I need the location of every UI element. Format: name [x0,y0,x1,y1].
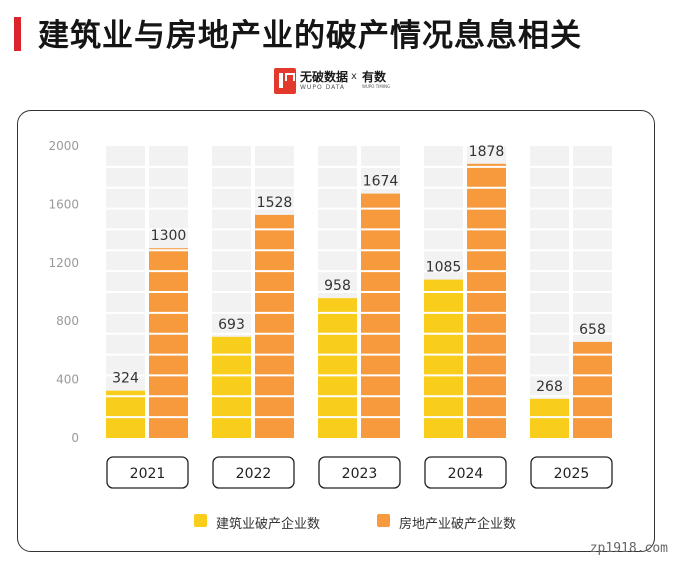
data-label: 693 [218,317,245,333]
y-tick-label: 2000 [48,139,79,153]
bar-real-estate [255,214,294,438]
data-label: 958 [324,278,351,294]
logo-separator: x [351,71,357,82]
legend-swatch-real-estate [377,514,390,527]
bar-construction [530,398,569,438]
data-label: 1085 [426,260,462,276]
category-label: 2021 [130,466,166,482]
category-pill [530,456,613,489]
logo-name-en: WUPO DATA [300,84,346,91]
bar-construction [318,298,357,438]
bar-construction [106,390,145,438]
category-label: 2025 [554,466,590,482]
title-accent-bar [14,17,21,51]
bar-construction [424,279,463,438]
y-tick-label: 1200 [48,256,79,270]
data-label: 1528 [257,195,293,211]
category-pill [424,456,507,489]
data-label: 658 [579,322,606,338]
category-label: 2022 [236,466,272,482]
bar-real-estate [149,248,188,438]
data-label: 1300 [151,228,187,244]
y-tick-label: 800 [56,314,79,328]
category-pill [106,456,189,489]
y-tick-label: 400 [56,373,79,387]
category-pill [318,456,401,489]
data-label: 1674 [363,174,399,190]
category-pill [212,456,295,489]
data-label: 268 [536,379,563,395]
partner-logo-en: WUPO TIMING [362,84,391,89]
data-label: 1878 [469,144,505,160]
partner-logo: 有数 [362,70,387,84]
wupo-logo-icon [274,68,296,94]
watermark: zp1918.com [589,541,668,556]
category-label: 2023 [342,466,378,482]
logo-name-cn: 无破数据 [300,70,349,84]
bar-construction [212,336,251,438]
bar-real-estate [573,341,612,438]
y-tick-label: 1600 [48,197,79,211]
category-label: 2024 [448,466,484,482]
legend-label-real-estate: 房地产业破产企业数 [399,517,517,532]
data-label: 324 [112,371,139,387]
page-title: 建筑业与房地产业的破产情况息息相关 [38,18,582,54]
y-tick-label: 0 [71,431,79,445]
legend-swatch-construction [194,514,207,527]
chart-card [17,110,655,552]
legend-label-construction: 建筑业破产企业数 [216,517,321,532]
